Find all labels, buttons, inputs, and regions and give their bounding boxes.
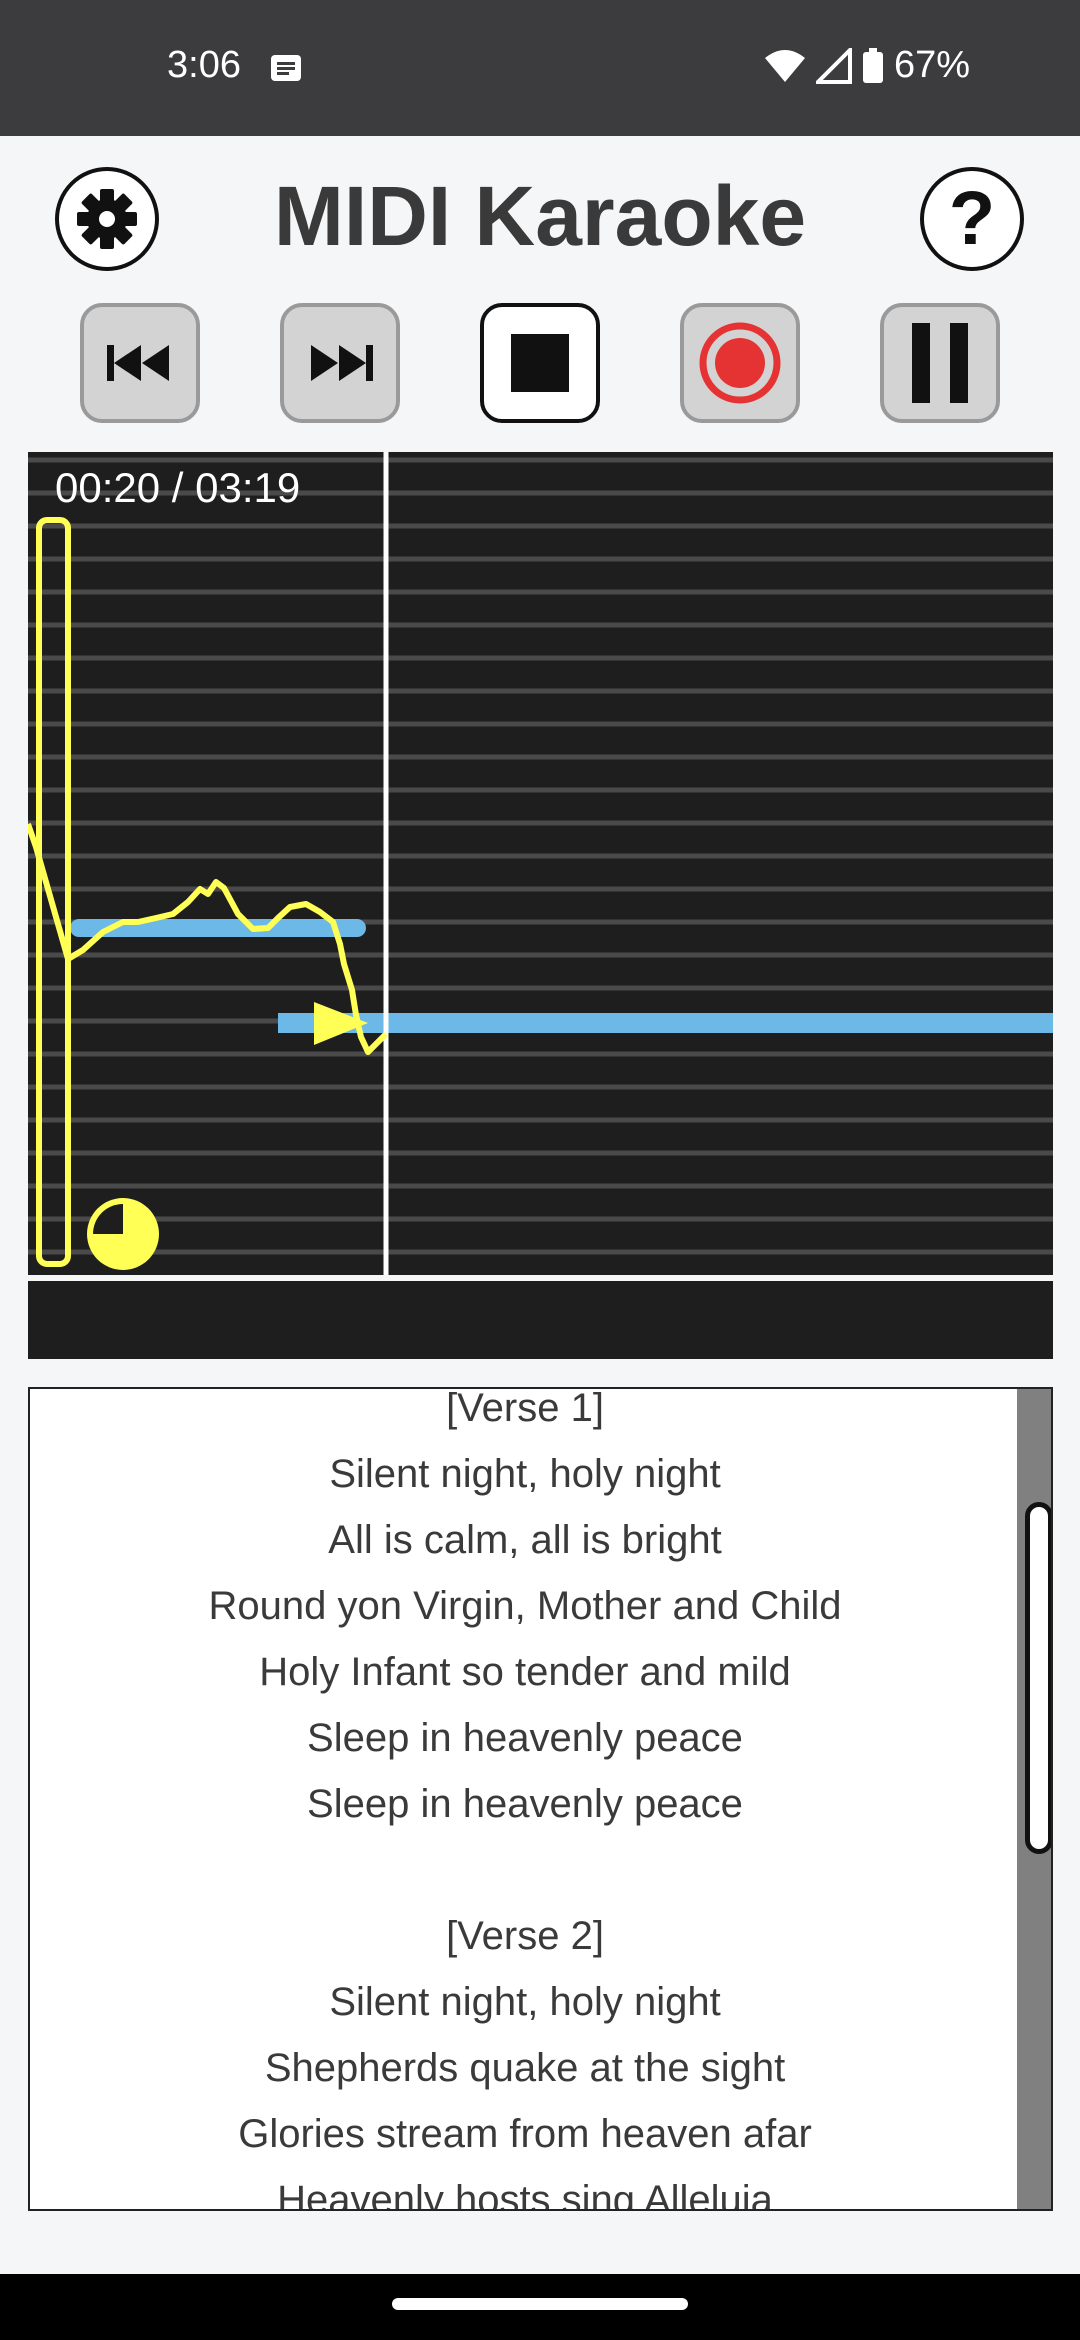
lyric-line: Holy Infant so tender and mild bbox=[259, 1650, 791, 1694]
timer-icon-dial bbox=[93, 1204, 123, 1234]
lyric-line: Silent night, holy night bbox=[329, 1452, 721, 1496]
pitch-grid bbox=[28, 457, 1053, 1255]
lyric-line: Round yon Virgin, Mother and Child bbox=[208, 1584, 842, 1628]
lyrics-scroll-thumb[interactable] bbox=[1025, 1502, 1051, 1854]
lyrics-list: [Verse 1] Silent night, holy night All is … bbox=[30, 1387, 1020, 2211]
pitch-display-footer bbox=[28, 1281, 1053, 1359]
lyric-line: Silent night, holy night bbox=[329, 1980, 721, 2024]
help-button[interactable]: ? bbox=[920, 167, 1024, 271]
lyric-line: Sleep in heavenly peace bbox=[307, 1716, 743, 1760]
status-time: 3:06 bbox=[167, 44, 241, 86]
gear-icon bbox=[77, 189, 137, 249]
signal-icon bbox=[815, 47, 852, 84]
status-bar: 3:06 67% bbox=[0, 0, 1080, 136]
pitch-display[interactable]: 00:20 / 03:19 bbox=[28, 452, 1053, 1275]
stop-icon bbox=[511, 334, 569, 392]
skip-next-icon bbox=[311, 345, 373, 381]
lyric-line: All is calm, all is bright bbox=[328, 1518, 722, 1562]
status-icons: 67% bbox=[764, 44, 970, 87]
elapsed-time: 00:20 bbox=[55, 464, 161, 511]
lyric-line bbox=[30, 1837, 1020, 1903]
app-title: MIDI Karaoke bbox=[273, 169, 807, 263]
playback-time: 00:20 / 03:19 bbox=[55, 464, 300, 512]
lyric-line: Shepherds quake at the sight bbox=[264, 2046, 786, 2090]
total-time: 03:19 bbox=[195, 464, 301, 511]
pitch-cursor-icon bbox=[314, 1002, 368, 1045]
time-separator: / bbox=[160, 464, 196, 511]
record-icon bbox=[699, 322, 781, 404]
pause-button[interactable] bbox=[880, 303, 1000, 423]
pitch-trace bbox=[28, 823, 389, 1055]
help-icon: ? bbox=[948, 176, 996, 261]
battery-icon bbox=[862, 47, 883, 83]
lyric-line: [Verse 1] bbox=[446, 1387, 604, 1430]
lyric-line: Heavenly hosts sing Alleluia bbox=[277, 2178, 773, 2211]
settings-button[interactable] bbox=[55, 167, 159, 271]
pitch-canvas bbox=[28, 452, 1053, 1275]
pause-icon bbox=[912, 323, 968, 403]
battery-percent: 67% bbox=[893, 44, 970, 86]
skip-previous-icon bbox=[107, 345, 169, 381]
skip-next-button[interactable] bbox=[280, 303, 400, 423]
lyric-line: Glories stream from heaven afar bbox=[238, 2112, 812, 2156]
skip-previous-button[interactable] bbox=[80, 303, 200, 423]
record-button[interactable] bbox=[680, 303, 800, 423]
lyrics-panel[interactable]: [Verse 1] Silent night, holy night All is … bbox=[28, 1387, 1053, 2211]
notification-icon bbox=[271, 55, 301, 81]
stop-button[interactable] bbox=[480, 303, 600, 423]
volume-meter bbox=[36, 517, 71, 1267]
wifi-icon bbox=[764, 49, 805, 82]
home-gesture-handle[interactable] bbox=[392, 2298, 688, 2310]
lyric-line: Sleep in heavenly peace bbox=[307, 1782, 743, 1826]
lyric-line: [Verse 2] bbox=[446, 1914, 604, 1958]
note-bar bbox=[278, 1013, 1053, 1033]
